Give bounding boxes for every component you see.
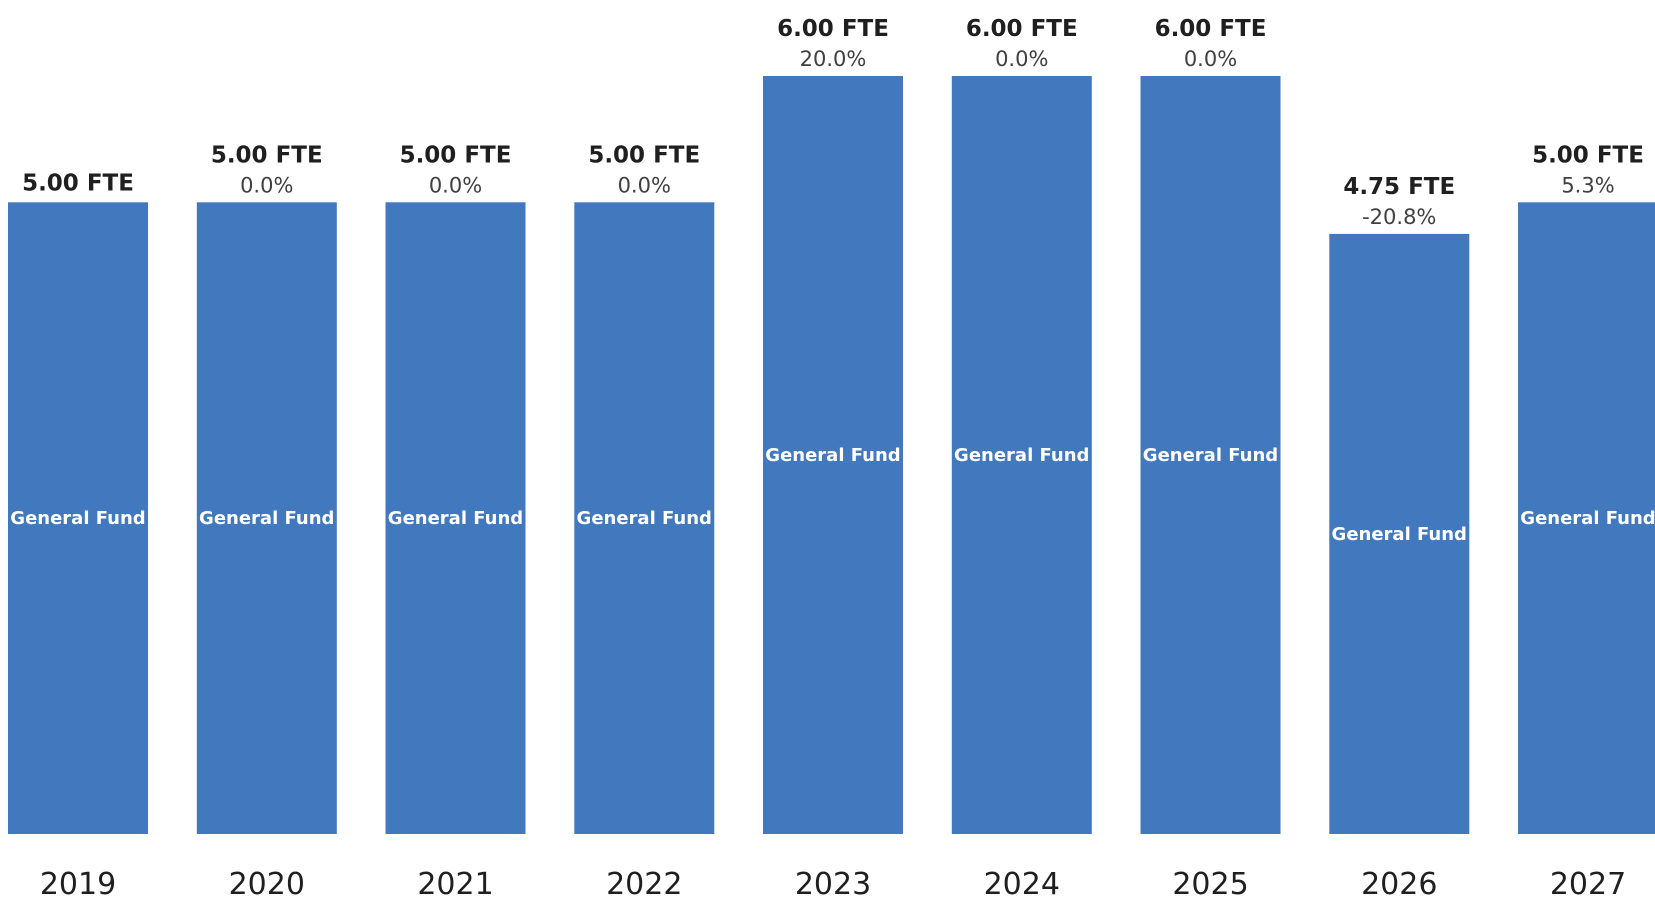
bar-series-label: General Fund — [199, 508, 334, 529]
value-label: 5.00 FTE — [22, 170, 134, 196]
change-label: -20.8% — [1362, 205, 1436, 229]
x-tick-label: 2025 — [1172, 867, 1248, 901]
bar-series-label: General Fund — [388, 508, 523, 529]
change-label: 5.3% — [1561, 173, 1614, 197]
x-tick-label: 2019 — [40, 867, 116, 901]
bar-series-label: General Fund — [1143, 445, 1278, 466]
value-label: 6.00 FTE — [1155, 16, 1267, 42]
bar-series-label: General Fund — [577, 508, 712, 529]
x-tick-label: 2020 — [229, 867, 305, 901]
value-label: 5.00 FTE — [400, 142, 512, 168]
change-label: 0.0% — [618, 173, 671, 197]
change-label: 0.0% — [1184, 47, 1237, 71]
bar-series-label: General Fund — [1332, 524, 1467, 545]
value-label: 5.00 FTE — [1532, 142, 1644, 168]
value-label: 4.75 FTE — [1343, 174, 1455, 200]
x-tick-label: 2022 — [606, 867, 682, 901]
change-label: 0.0% — [240, 173, 293, 197]
change-label: 0.0% — [429, 173, 482, 197]
value-label: 5.00 FTE — [588, 142, 700, 168]
bar-series-label: General Fund — [1520, 508, 1655, 529]
bar-series-label: General Fund — [954, 445, 1089, 466]
change-label: 20.0% — [800, 47, 867, 71]
bar-series-label: General Fund — [10, 508, 145, 529]
value-label: 6.00 FTE — [966, 16, 1078, 42]
x-tick-label: 2021 — [417, 867, 493, 901]
x-tick-label: 2026 — [1361, 867, 1437, 901]
x-tick-label: 2023 — [795, 867, 871, 901]
x-tick-label: 2024 — [984, 867, 1060, 901]
change-label: 0.0% — [995, 47, 1048, 71]
bar-series-label: General Fund — [765, 445, 900, 466]
x-tick-label: 2027 — [1550, 867, 1626, 901]
value-label: 5.00 FTE — [211, 142, 323, 168]
value-label: 6.00 FTE — [777, 16, 889, 42]
